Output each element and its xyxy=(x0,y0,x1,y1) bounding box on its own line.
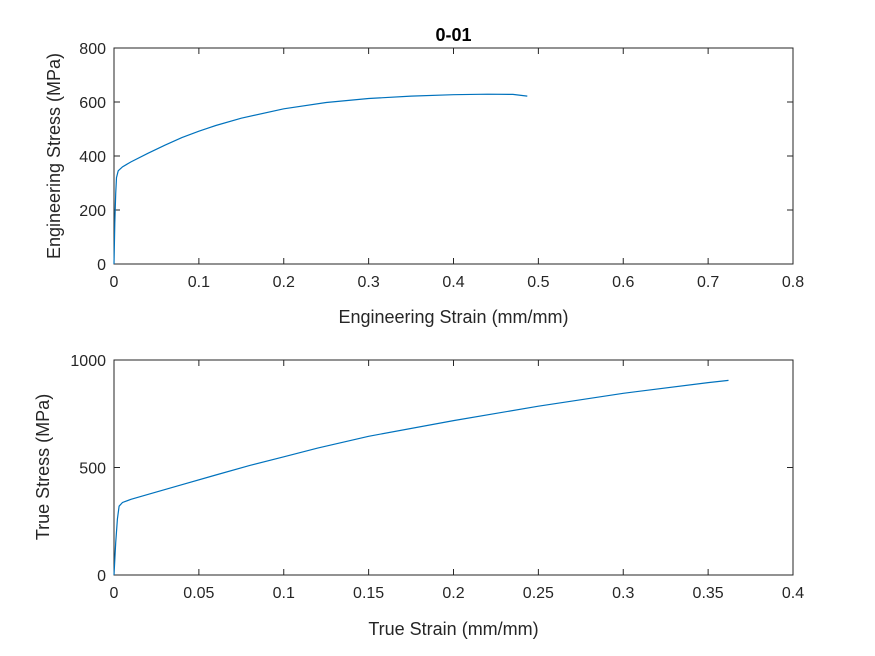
x-tick-label: 0 xyxy=(110,274,119,291)
y-tick-label: 0 xyxy=(97,568,106,585)
x-tick-label: 0.2 xyxy=(273,274,295,291)
x-tick-label: 0.4 xyxy=(782,585,804,602)
engineering-stress-curve xyxy=(113,93,528,265)
y-tick-label: 0 xyxy=(97,257,106,274)
x-tick-label: 0.1 xyxy=(273,585,295,602)
x-tick-label: 0.5 xyxy=(527,274,549,291)
y-tick-label: 500 xyxy=(79,461,106,478)
y-tick-label: 800 xyxy=(79,41,106,58)
true-stress-curve xyxy=(113,379,729,576)
y-tick-label: 200 xyxy=(79,203,106,220)
ticks-group: 0 0.1 0.2 0.3 0.4 0.5 0.6 0.7 0.8 0 200 400 600 800 xyxy=(79,41,804,291)
y-tick-label: 400 xyxy=(79,149,106,166)
chart-title: 0-01 xyxy=(435,25,471,45)
plot-frame xyxy=(113,359,794,576)
y-tick-label: 1000 xyxy=(70,353,106,370)
x-tick-label: 0.15 xyxy=(353,585,384,602)
y-axis-label: True Stress (MPa) xyxy=(33,394,53,540)
x-tick-label: 0.6 xyxy=(612,274,634,291)
y-tick-label: 600 xyxy=(79,95,106,112)
x-axis-label: Engineering Strain (mm/mm) xyxy=(338,307,568,327)
x-tick-label: 0.05 xyxy=(183,585,214,602)
x-tick-label: 0.4 xyxy=(442,274,464,291)
x-tick-label: 0.8 xyxy=(782,274,804,291)
plot-frame xyxy=(113,47,794,265)
x-axis-label: True Strain (mm/mm) xyxy=(368,619,538,639)
x-tick-label: 0.3 xyxy=(612,585,634,602)
x-tick-label: 0.35 xyxy=(693,585,724,602)
ticks-group: 0 0.05 0.1 0.15 0.2 0.25 0.3 0.35 0.4 0 500 1000 xyxy=(70,353,804,602)
x-tick-label: 0.7 xyxy=(697,274,719,291)
x-tick-label: 0.2 xyxy=(442,585,464,602)
y-axis-label: Engineering Stress (MPa) xyxy=(44,53,64,259)
engineering-stress-strain-chart: 0-01 Engineering Strain (mm/mm) Engineer… xyxy=(44,25,804,327)
x-tick-label: 0.1 xyxy=(188,274,210,291)
x-tick-label: 0.3 xyxy=(358,274,380,291)
x-tick-label: 0.25 xyxy=(523,585,554,602)
x-tick-label: 0 xyxy=(110,585,119,602)
